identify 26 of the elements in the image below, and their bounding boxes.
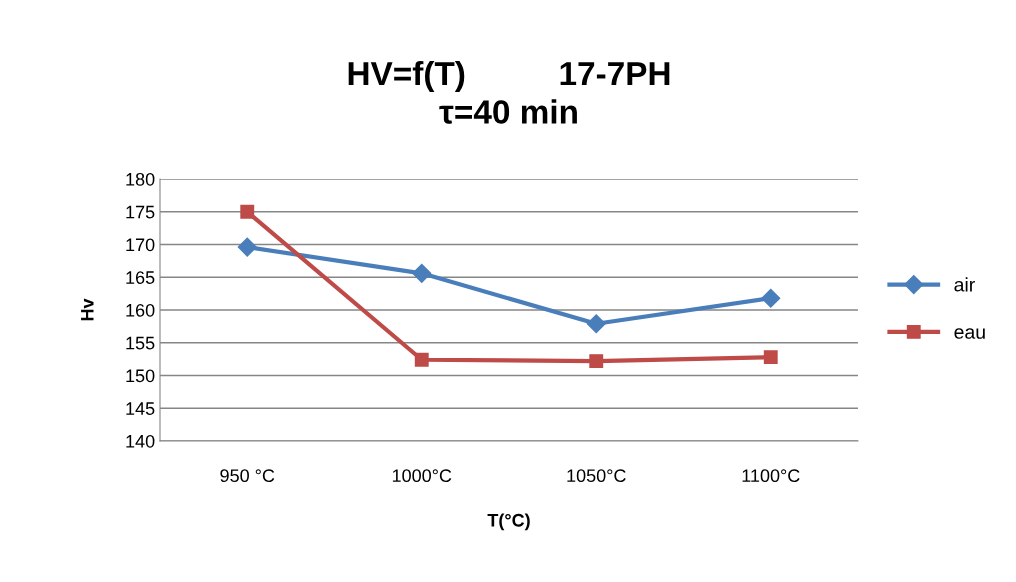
point — [586, 314, 606, 334]
legend-label: air — [954, 277, 975, 292]
x-tick-label: 1050°C — [567, 469, 626, 483]
point — [589, 354, 604, 369]
y-tick-label: 145 — [126, 402, 155, 415]
point — [237, 237, 257, 257]
y-axis-title: Hv — [81, 298, 94, 321]
point — [414, 352, 429, 367]
legend-label: eau — [954, 328, 985, 339]
point — [412, 263, 432, 283]
point — [240, 204, 255, 219]
y-tick-label: 180 — [126, 172, 155, 186]
y-tick-label: 155 — [126, 336, 155, 350]
x-tick-label: 1100°C — [742, 469, 800, 483]
x-axis-title: T(°C) — [487, 513, 530, 531]
x-tick-label: 1000°C — [392, 469, 452, 483]
y-tick-label: 150 — [126, 369, 155, 383]
x-tick-label: 950 °C — [220, 469, 275, 483]
y-tick-label: 160 — [126, 303, 155, 317]
chart-title: HV=f(T) 17-7PH τ=40 min — [348, 60, 670, 124]
y-tick-label: 165 — [126, 271, 155, 284]
point — [761, 288, 781, 308]
point — [763, 350, 778, 365]
y-tick-label: 175 — [126, 205, 155, 219]
y-tick-label: 140 — [126, 434, 155, 448]
y-tick-label: 170 — [126, 238, 155, 252]
